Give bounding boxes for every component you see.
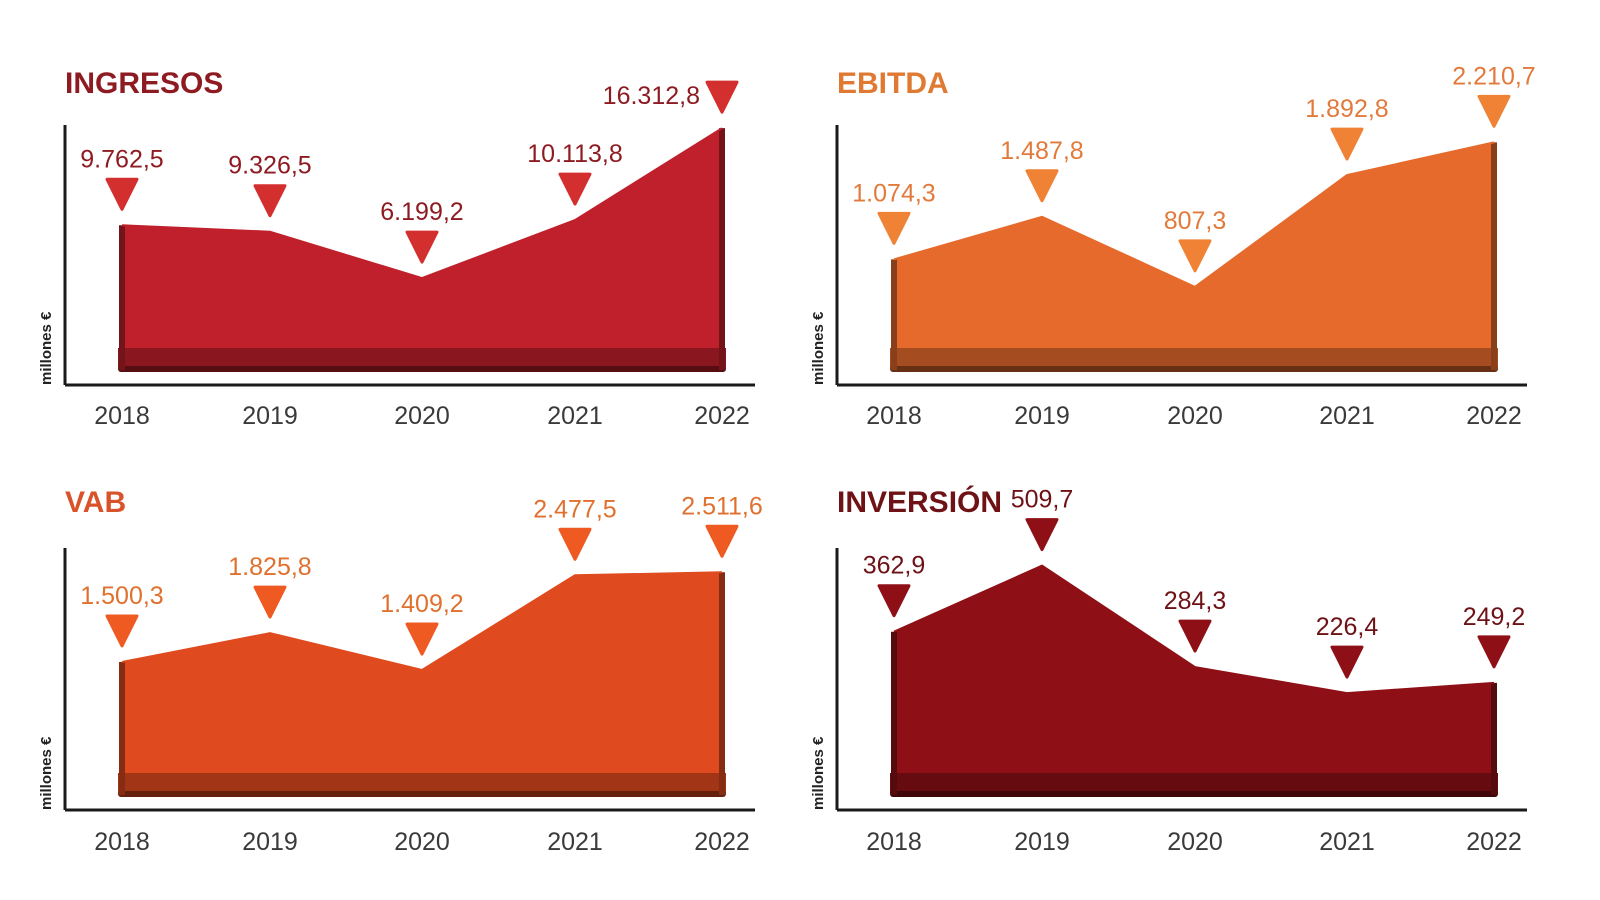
data-point-marker: [1477, 94, 1511, 128]
x-tick-label: 2020: [1167, 828, 1223, 856]
area-base-shadow: [118, 791, 726, 797]
x-tick-label: 2022: [694, 402, 750, 430]
data-label: 10.113,8: [527, 140, 622, 168]
series-line: [893, 564, 1495, 695]
data-label: 226,4: [1316, 613, 1379, 641]
area-base-strip: [890, 773, 1498, 793]
data-label: 2.477,5: [533, 495, 616, 523]
x-tick-label: 2019: [1014, 828, 1070, 856]
x-tick-label: 2019: [242, 828, 298, 856]
x-tick-label: 2022: [1466, 402, 1522, 430]
x-tick-label: 2020: [394, 402, 450, 430]
x-tick-label: 2022: [1466, 828, 1522, 856]
x-tick-label: 2020: [394, 828, 450, 856]
data-point-marker: [1178, 619, 1212, 653]
area-base-shadow: [890, 791, 1498, 797]
chart-title: INVERSIÓN: [837, 485, 1002, 519]
data-label: 9.326,5: [228, 152, 311, 180]
y-axis-unit-label: millones €: [38, 736, 55, 810]
data-label: 16.312,8: [603, 82, 700, 110]
chart-title: EBITDA: [837, 67, 949, 100]
data-label: 509,7: [1011, 486, 1074, 514]
data-point-marker: [1477, 635, 1511, 669]
area-fill: [122, 128, 722, 370]
area-fill: [894, 142, 1494, 370]
data-point-marker: [253, 184, 287, 218]
data-point-marker: [1025, 169, 1059, 203]
x-tick-label: 2020: [1167, 402, 1223, 430]
data-point-marker: [558, 527, 592, 561]
chart-title: VAB: [65, 486, 126, 519]
data-label: 9.762,5: [80, 145, 163, 173]
data-point-marker: [877, 584, 911, 618]
x-tick-label: 2018: [94, 402, 150, 430]
y-axis-unit-label: millones €: [810, 311, 827, 385]
data-label: 1.825,8: [228, 553, 311, 581]
data-label: 284,3: [1164, 587, 1227, 615]
data-point-marker: [1178, 239, 1212, 273]
chart-panel: VAB millones € 1.500,3 2018 1.825,8 2019 1.409…: [38, 486, 763, 856]
data-label: 2.210,7: [1452, 62, 1535, 90]
area-base-shadow: [890, 366, 1498, 372]
x-tick-label: 2021: [547, 402, 603, 430]
area-fill: [122, 572, 722, 795]
area-base-shadow: [118, 366, 726, 372]
data-label: 1.409,2: [380, 590, 463, 618]
data-label: 249,2: [1463, 603, 1526, 631]
x-tick-label: 2021: [1319, 828, 1375, 856]
data-label: 807,3: [1164, 207, 1227, 235]
series-line: [893, 141, 1495, 289]
x-tick-label: 2019: [1014, 402, 1070, 430]
data-point-marker: [405, 230, 439, 264]
y-axis-unit-label: millones €: [810, 736, 827, 810]
data-point-marker: [1330, 127, 1364, 161]
chart-title: INGRESOS: [65, 67, 223, 100]
x-tick-label: 2018: [94, 828, 150, 856]
series-line: [121, 127, 723, 280]
area-fill: [894, 565, 1494, 795]
x-tick-label: 2022: [694, 828, 750, 856]
data-point-marker: [877, 211, 911, 245]
y-axis-unit-label: millones €: [38, 311, 55, 385]
data-label: 2.511,6: [681, 492, 763, 520]
chart-panel: INGRESOS millones € 9.762,5 2018 9.326,5 2019…: [38, 67, 755, 430]
area-base-strip: [118, 348, 726, 368]
x-tick-label: 2018: [866, 402, 922, 430]
x-tick-label: 2019: [242, 402, 298, 430]
chart-panel: INVERSIÓN millones € 362,9 2018 509,7 2019 284…: [810, 485, 1527, 856]
data-label: 6.199,2: [380, 198, 463, 226]
series-line: [121, 571, 723, 672]
chart-panel: EBITDA millones € 1.074,3 2018 1.487,8 2019 80…: [810, 62, 1536, 430]
data-point-marker: [253, 585, 287, 619]
data-label: 1.074,3: [852, 179, 935, 207]
x-tick-label: 2018: [866, 828, 922, 856]
data-point-marker: [1025, 518, 1059, 552]
data-point-marker: [705, 80, 739, 114]
data-point-marker: [105, 177, 139, 211]
area-base-strip: [890, 348, 1498, 368]
area-base-strip: [118, 773, 726, 793]
data-label: 1.892,8: [1305, 95, 1388, 123]
data-label: 362,9: [863, 552, 926, 580]
data-label: 1.487,8: [1000, 137, 1083, 165]
data-label: 1.500,3: [80, 582, 163, 610]
data-point-marker: [558, 172, 592, 206]
data-point-marker: [1330, 645, 1364, 679]
data-point-marker: [705, 524, 739, 558]
x-tick-label: 2021: [1319, 402, 1375, 430]
data-point-marker: [105, 614, 139, 648]
data-point-marker: [405, 622, 439, 656]
x-tick-label: 2021: [547, 828, 603, 856]
